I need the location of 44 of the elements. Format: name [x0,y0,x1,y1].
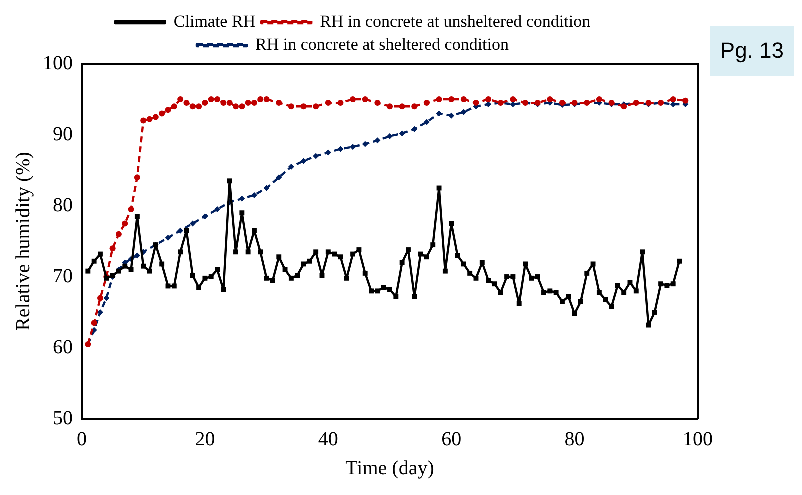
x-tick-label: 60 [442,428,462,450]
x-tick-label: 100 [683,428,713,450]
point [350,144,356,150]
y-tick-label: 70 [53,265,73,288]
y-axis-title: Relative humidity (%) [12,152,34,331]
text: Pg. 13 [710,26,794,76]
x-tick-label: 20 [195,428,216,450]
point [460,109,467,116]
point [412,126,418,132]
point [190,220,196,227]
point [399,130,406,137]
legend-label: RH in concrete at unsheltered condition [320,12,592,31]
y-tick-label: 90 [53,123,73,146]
x-tick-label: 40 [318,428,338,450]
point [313,153,320,160]
y-tick-label: 80 [53,194,73,216]
legend-label: RH in concrete at sheltered condition [256,34,510,54]
point [134,252,140,259]
y-tick-label: 100 [43,52,73,74]
x-tick-label: 0 [77,428,87,450]
point [165,234,172,241]
point [202,214,208,220]
point [338,146,344,152]
point [448,112,455,119]
point [436,110,442,117]
point [276,174,282,181]
point [424,119,430,126]
point [178,228,184,234]
point [374,138,381,144]
point [300,158,307,164]
y-tick-label: 60 [53,336,73,358]
point [325,150,332,156]
x-axis-title: Time (day) [346,457,434,480]
point [104,295,110,302]
point [362,141,368,148]
point [288,164,294,170]
point [214,206,221,213]
point [387,133,393,140]
point [264,185,270,192]
x-tick-label: 80 [564,428,585,450]
point [251,192,258,198]
legend-label: Climate RH [174,12,256,31]
y-tick-label: 50 [53,407,73,430]
point [239,196,246,202]
